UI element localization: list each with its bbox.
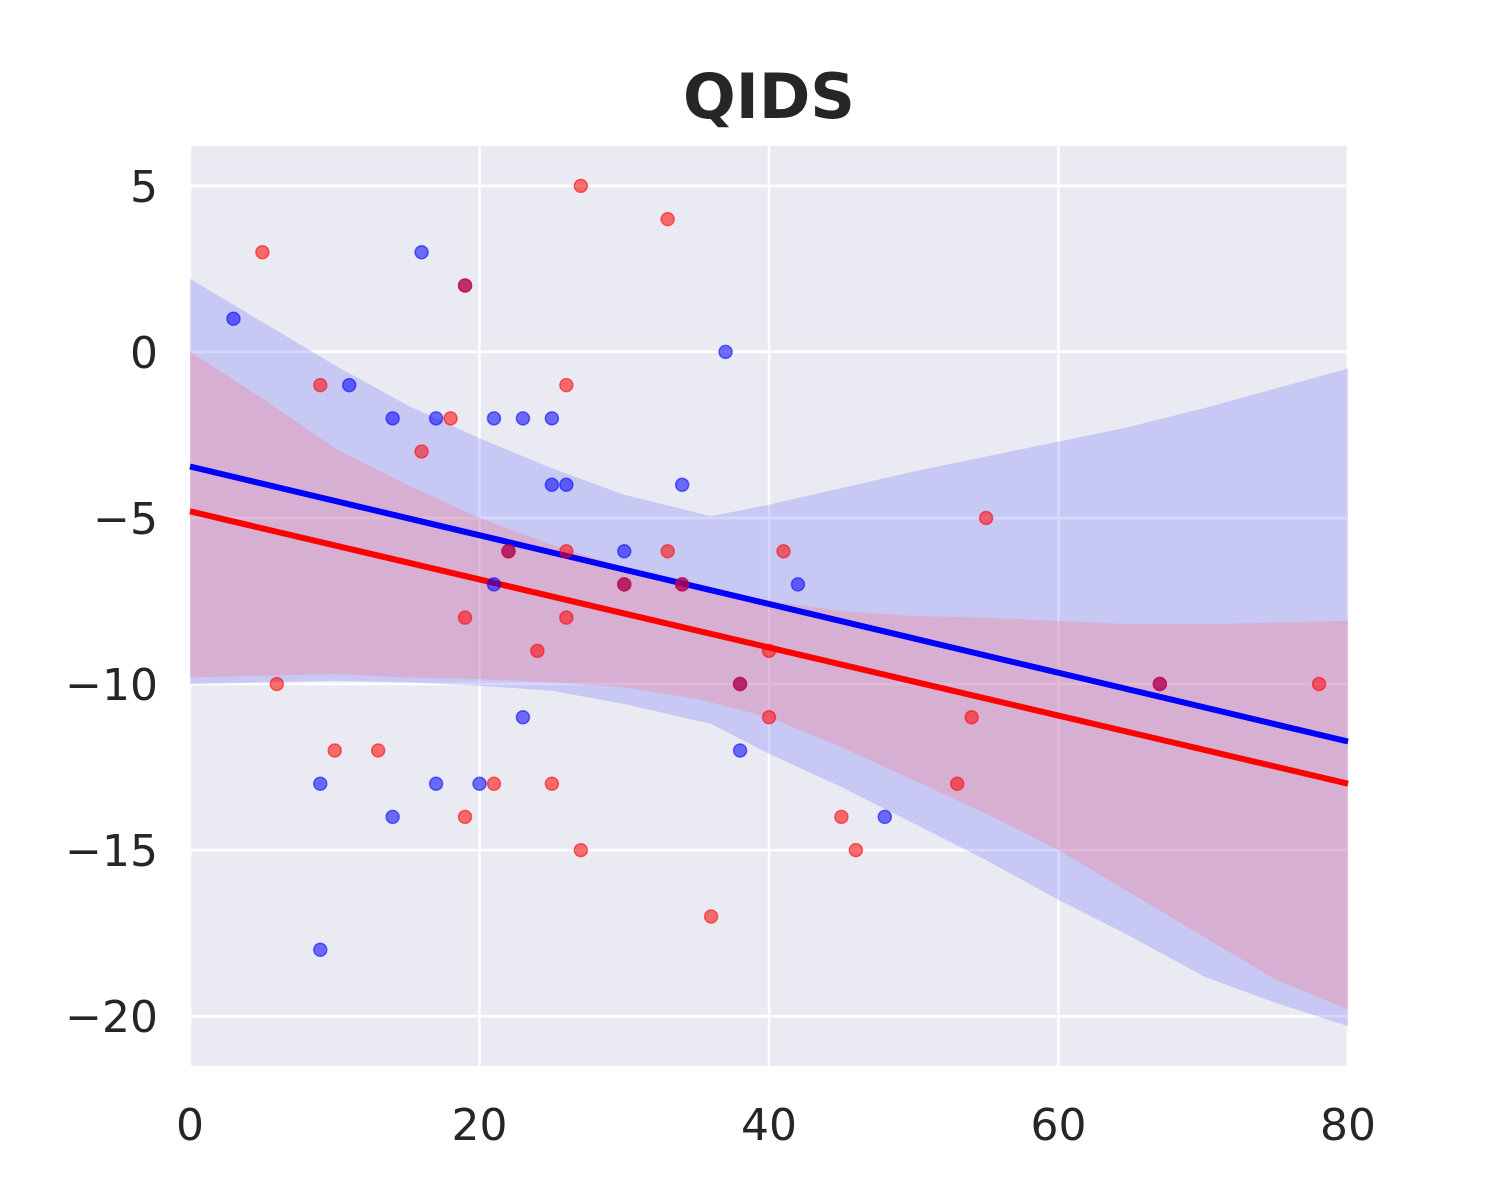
data-point-blue xyxy=(486,577,502,592)
data-point-blue xyxy=(385,809,400,825)
data-point-red xyxy=(1311,676,1327,692)
data-point-blue xyxy=(544,411,560,426)
data-point-red xyxy=(732,676,748,692)
data-point-red xyxy=(544,776,560,791)
x-tick-label: 80 xyxy=(1320,1100,1376,1151)
data-point-red xyxy=(761,643,777,659)
data-point-red xyxy=(703,909,719,924)
data-point-blue xyxy=(559,477,574,493)
data-point-blue xyxy=(674,477,690,493)
y-tick-label: −15 xyxy=(65,826,158,877)
data-point-red xyxy=(443,411,458,426)
data-point-red xyxy=(269,676,285,692)
data-points xyxy=(226,178,1327,958)
data-point-blue xyxy=(414,245,429,260)
data-point-red xyxy=(617,577,632,592)
data-point-blue xyxy=(877,809,893,825)
data-point-red xyxy=(559,377,574,393)
data-point-red xyxy=(776,543,791,559)
data-point-red xyxy=(660,543,675,559)
data-point-blue xyxy=(732,743,748,758)
data-point-blue xyxy=(718,344,733,360)
regression-line-blue xyxy=(189,463,1349,745)
y-tick-label: −5 xyxy=(93,494,158,545)
data-point-red xyxy=(486,776,502,791)
data-point-red xyxy=(327,743,342,758)
data-point-blue xyxy=(472,776,487,791)
data-point-red xyxy=(674,577,690,592)
data-point-red xyxy=(414,444,429,459)
tick-labels: 0 20 40 60 80 5 0 −5 −10 −15 −20 xyxy=(65,162,1376,1151)
y-tick-label: 5 xyxy=(130,162,158,213)
data-point-red xyxy=(559,610,574,625)
chart-title: QIDS xyxy=(683,60,855,133)
data-point-blue xyxy=(515,710,531,725)
data-point-blue xyxy=(313,942,328,958)
data-point-red xyxy=(573,842,589,858)
data-point-red xyxy=(501,543,516,559)
data-point-blue xyxy=(515,411,531,426)
data-point-blue xyxy=(428,411,444,426)
data-point-red xyxy=(964,710,979,725)
data-point-red xyxy=(848,842,864,858)
x-tick-label: 0 xyxy=(176,1100,204,1151)
data-point-red xyxy=(255,245,270,260)
data-point-blue xyxy=(428,776,444,791)
x-tick-label: 20 xyxy=(452,1100,508,1151)
data-point-blue xyxy=(226,311,241,326)
y-tick-label: 0 xyxy=(130,328,158,379)
data-point-red xyxy=(313,377,328,393)
data-point-red xyxy=(530,643,545,659)
data-point-red xyxy=(1152,676,1168,692)
y-tick-label: −20 xyxy=(65,992,158,1043)
data-point-blue xyxy=(790,577,806,592)
data-point-red xyxy=(457,610,473,625)
data-point-red xyxy=(573,178,589,194)
data-point-red xyxy=(457,278,473,293)
x-tick-label: 40 xyxy=(741,1100,797,1151)
y-tick-label: −10 xyxy=(65,660,158,711)
data-point-blue xyxy=(385,411,400,426)
x-tick-label: 60 xyxy=(1031,1100,1087,1151)
data-point-red xyxy=(949,776,965,791)
data-point-blue xyxy=(544,477,560,493)
data-point-blue xyxy=(341,377,357,393)
data-point-red xyxy=(660,211,675,227)
data-point-red xyxy=(834,809,849,825)
data-point-red xyxy=(457,809,473,825)
data-point-red xyxy=(761,710,777,725)
data-point-blue xyxy=(617,543,632,559)
data-point-red xyxy=(559,543,574,559)
data-point-red xyxy=(978,510,994,526)
confidence-band-red xyxy=(190,351,1348,1010)
data-point-blue xyxy=(486,411,502,426)
data-point-red xyxy=(370,743,386,758)
data-point-blue xyxy=(313,776,328,791)
